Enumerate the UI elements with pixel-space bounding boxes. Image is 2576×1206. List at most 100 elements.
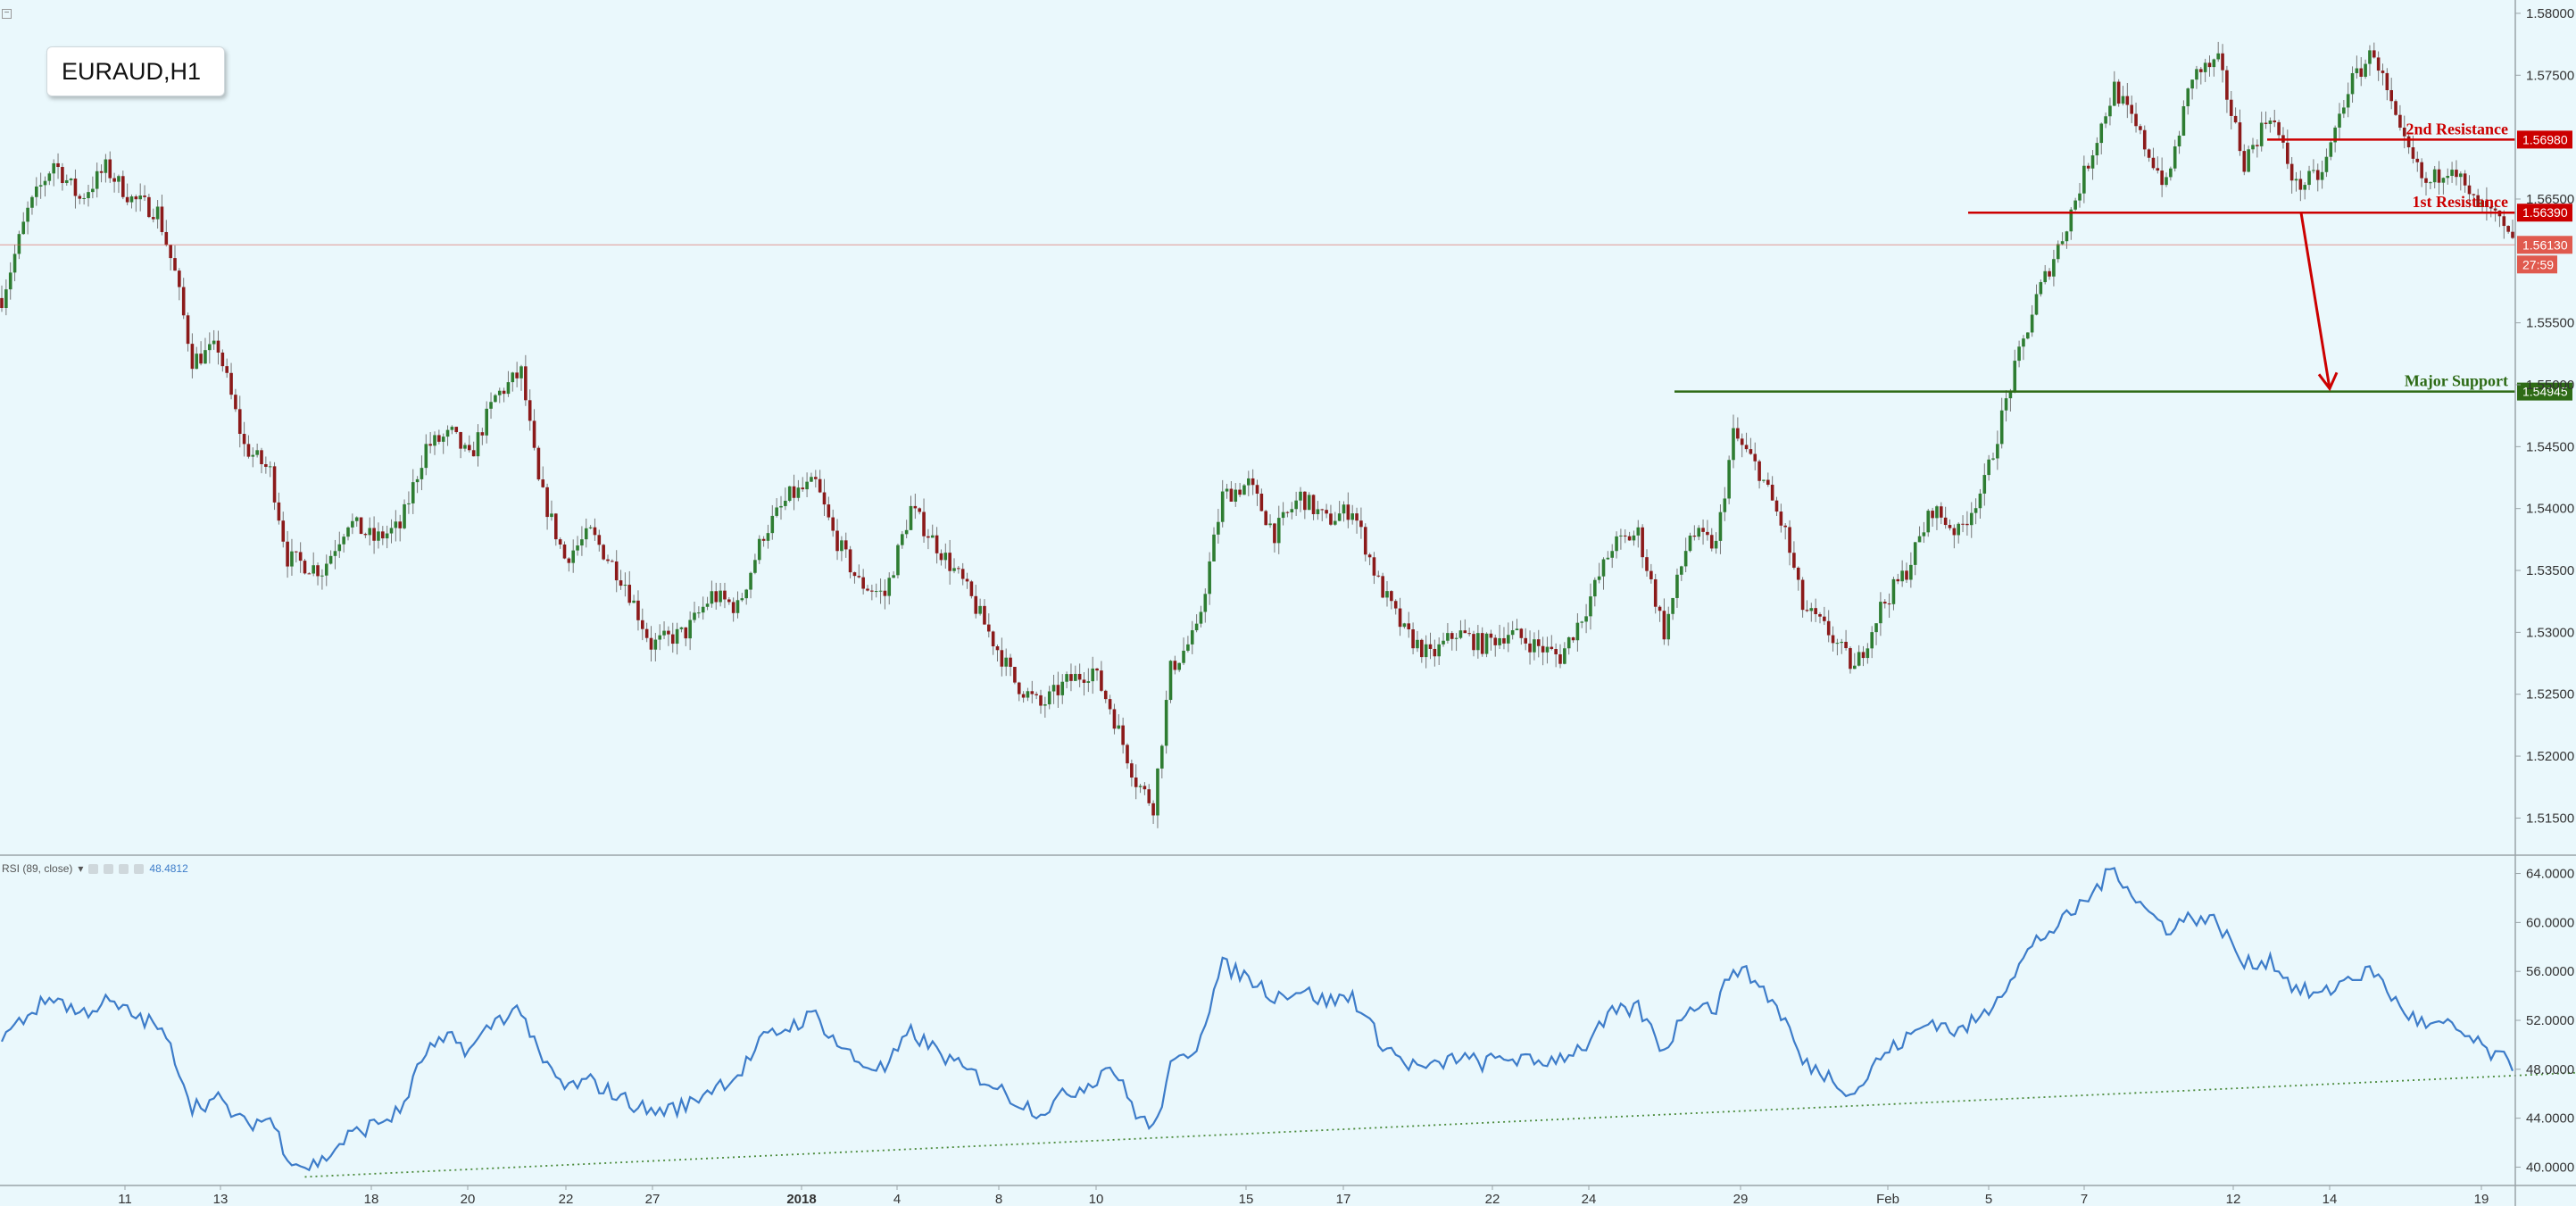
candle (281, 520, 286, 542)
candle (2489, 207, 2493, 209)
collapse-icon[interactable]: − (2, 9, 12, 19)
candle (584, 528, 588, 540)
candle (342, 536, 345, 545)
candle (359, 517, 363, 535)
candle (1147, 789, 1151, 803)
candle (2320, 171, 2324, 180)
time-tick-label: 15 (1239, 1192, 1254, 1206)
rsi-legend[interactable]: RSI (89, close) ▾ 48.4812 (2, 862, 188, 875)
candle (822, 492, 827, 505)
candle (2411, 147, 2415, 159)
candle (2372, 50, 2376, 58)
candle (1653, 578, 1658, 607)
candle (1844, 641, 1848, 649)
candle (528, 400, 532, 421)
candle (1905, 570, 1908, 580)
time-tick-label: 13 (213, 1192, 229, 1206)
symbol-label[interactable]: EURAUD,H1 (46, 46, 225, 96)
candle (827, 504, 831, 518)
candle (195, 353, 199, 370)
candle (1355, 513, 1359, 521)
candle (1996, 444, 1999, 459)
candle (1398, 608, 1402, 628)
candle (1849, 648, 1852, 670)
rsi-visibility-icon[interactable] (88, 863, 99, 874)
candle (1489, 633, 1493, 638)
candle (1566, 636, 1571, 649)
candle (91, 188, 95, 193)
candle (2086, 165, 2090, 169)
candle (2256, 145, 2259, 146)
rsi-legend-label: RSI (89, close) (2, 862, 73, 875)
candle (2221, 53, 2224, 71)
rsi-tick-label: 64.0000 (2526, 867, 2574, 882)
candle (2199, 69, 2203, 72)
candle (641, 620, 644, 629)
candle (1311, 495, 1316, 514)
candle (134, 196, 138, 200)
candle (437, 435, 441, 442)
candle (2359, 68, 2364, 77)
candle (1584, 616, 1588, 622)
candle (2242, 151, 2247, 172)
candle (1879, 602, 1882, 624)
projection-arrow-shaft (2299, 212, 2331, 389)
candle (268, 466, 272, 468)
candle (125, 196, 129, 203)
candle (489, 402, 493, 409)
candle (1117, 725, 1121, 729)
candle (2389, 90, 2393, 102)
candle (1978, 493, 1982, 509)
candle (1788, 527, 1791, 553)
candle (1507, 635, 1510, 644)
candle (1736, 428, 1740, 439)
candle (64, 179, 69, 184)
candle (1463, 630, 1467, 634)
candle (1337, 513, 1342, 521)
projection-arrow-head (2317, 371, 2339, 392)
price-tick-label: 1.53500 (2526, 563, 2574, 578)
candle (1632, 535, 1636, 541)
candle (56, 162, 60, 168)
candle (164, 231, 169, 245)
candle (2229, 99, 2233, 116)
candle (1082, 679, 1086, 683)
candle (2151, 157, 2156, 169)
candle (1675, 574, 1679, 598)
candle (667, 630, 670, 635)
candle (1826, 620, 1831, 636)
candle (1597, 576, 1601, 580)
candle (1770, 485, 1774, 501)
candle (1156, 768, 1159, 816)
candle (1108, 699, 1112, 710)
candle (2186, 88, 2190, 107)
candle (2402, 127, 2406, 137)
rsi-legend-dropdown-icon[interactable]: ▾ (78, 862, 84, 875)
candle (1853, 665, 1857, 670)
candle (468, 445, 471, 451)
candle (2506, 226, 2510, 232)
candle (2247, 149, 2250, 172)
candle (1017, 682, 1021, 694)
candle (2022, 338, 2025, 347)
candle (2259, 122, 2264, 146)
candle (1896, 578, 1900, 582)
candle (295, 551, 298, 553)
candle (969, 581, 974, 596)
candle (38, 185, 43, 187)
candle (403, 503, 406, 528)
rsi-more-icon[interactable] (134, 863, 145, 874)
candle (2156, 168, 2160, 171)
candle (714, 591, 719, 603)
candle (225, 366, 229, 373)
candle (952, 568, 956, 571)
price-tick-label: 1.52000 (2526, 749, 2574, 764)
candle (445, 429, 450, 437)
candle (2165, 177, 2168, 186)
candle (679, 627, 684, 629)
rsi-close-icon[interactable] (119, 863, 129, 874)
candle (719, 590, 722, 603)
time-tick-label: 20 (461, 1192, 476, 1206)
rsi-settings-icon[interactable] (104, 863, 114, 874)
candle (12, 254, 17, 273)
